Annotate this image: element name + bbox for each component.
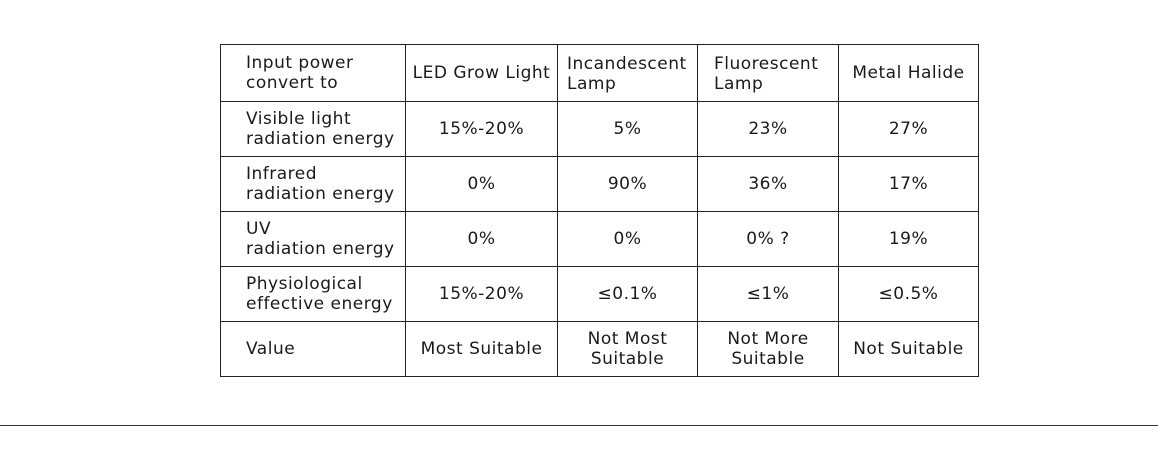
row-label-line-1: Infrared	[246, 164, 318, 184]
table-cell: 0% ?	[697, 211, 839, 267]
cell-line-2: Suitable	[590, 349, 665, 369]
row-label-line-2: radiation energy	[246, 184, 395, 204]
cell-line-2: Suitable	[731, 349, 805, 369]
table-cell: 17%	[838, 156, 979, 212]
row-label-line-1: Value	[246, 339, 296, 359]
cell-line-1: Not Suitable	[853, 339, 964, 359]
cell-line-1: Not More	[727, 329, 809, 349]
row-label-line-1: Physiological	[246, 274, 363, 294]
column-header-incandescent-line-1: Incandescent	[567, 54, 687, 74]
row-label-uv: UV radiation energy	[220, 211, 406, 267]
column-header-metal-halide: Metal Halide	[838, 44, 979, 102]
table-row: Physiological effective energy 15%-20% ≤…	[220, 266, 979, 322]
row-label-line-2: radiation energy	[246, 239, 395, 259]
row-label-line-2: radiation energy	[246, 129, 395, 149]
table-cell: Not More Suitable	[697, 321, 839, 377]
corner-header-line-1: Input power	[246, 53, 354, 73]
row-label-visible-light: Visible light radiation energy	[220, 101, 406, 157]
table-row: Infrared radiation energy 0% 90% 36% 17%	[220, 156, 979, 212]
row-label-line-1: Visible light	[246, 109, 352, 129]
row-label-infrared: Infrared radiation energy	[220, 156, 406, 212]
corner-header: Input power convert to	[220, 44, 406, 102]
table-cell: Not Most Suitable	[557, 321, 698, 377]
table-cell: ≤0.1%	[557, 266, 698, 322]
cell-line-1: Most Suitable	[420, 339, 543, 359]
column-header-fluorescent-line-2: Lamp	[714, 74, 764, 94]
table-cell: 36%	[697, 156, 839, 212]
horizontal-divider	[0, 425, 1158, 426]
column-header-metal-halide-label: Metal Halide	[852, 63, 965, 83]
table-cell: Not Suitable	[838, 321, 979, 377]
table-cell: 15%-20%	[405, 266, 558, 322]
table-cell: 90%	[557, 156, 698, 212]
table-row: Visible light radiation energy 15%-20% 5…	[220, 101, 979, 157]
column-header-led-label: LED Grow Light	[412, 63, 551, 83]
table-cell: Most Suitable	[405, 321, 558, 377]
column-header-led: LED Grow Light	[405, 44, 558, 102]
corner-header-line-2: convert to	[246, 73, 339, 93]
table-cell: 5%	[557, 101, 698, 157]
column-header-fluorescent: Fluorescent Lamp	[697, 44, 839, 102]
table-row: Value Most Suitable Not Most Suitable No…	[220, 321, 979, 377]
table-cell: ≤0.5%	[838, 266, 979, 322]
table-cell: 15%-20%	[405, 101, 558, 157]
table-cell: 19%	[838, 211, 979, 267]
column-header-incandescent-line-2: Lamp	[567, 74, 617, 94]
table-cell: 0%	[557, 211, 698, 267]
table-cell: 0%	[405, 156, 558, 212]
row-label-line-1: UV	[246, 219, 272, 239]
comparison-table: Input power convert to LED Grow Light In…	[220, 44, 979, 377]
table-cell: ≤1%	[697, 266, 839, 322]
table-row: UV radiation energy 0% 0% 0% ? 19%	[220, 211, 979, 267]
row-label-line-2: effective energy	[246, 294, 393, 314]
table-cell: 0%	[405, 211, 558, 267]
row-label-value: Value	[220, 321, 406, 377]
table-cell: 23%	[697, 101, 839, 157]
table-cell: 27%	[838, 101, 979, 157]
column-header-incandescent: Incandescent Lamp	[557, 44, 698, 102]
header-row: Input power convert to LED Grow Light In…	[220, 44, 979, 102]
cell-line-1: Not Most	[587, 329, 668, 349]
row-label-physiological: Physiological effective energy	[220, 266, 406, 322]
column-header-fluorescent-line-1: Fluorescent	[714, 54, 819, 74]
